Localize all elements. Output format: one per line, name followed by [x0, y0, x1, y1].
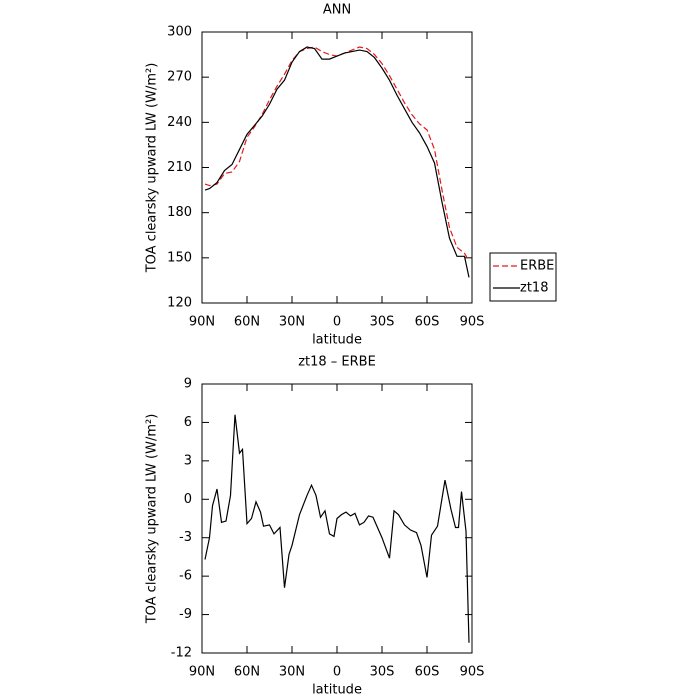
y-tick-label: -6 [179, 569, 192, 584]
y-tick-label: 210 [167, 160, 192, 175]
chart-title: ANN [323, 3, 351, 18]
line-series [204, 46, 470, 278]
y-tick-label: 6 [184, 415, 192, 430]
x-tick-label: 90S [460, 665, 485, 680]
x-tick-label: 60N [234, 315, 260, 330]
legend-label: ERBE [520, 259, 554, 274]
y-axis-label: TOA clearsky upward LW (W/m²) [145, 63, 160, 274]
y-tick-label: -9 [179, 607, 192, 622]
x-axis-label: latitude [312, 683, 362, 698]
y-axis-label: TOA clearsky upward LW (W/m²) [145, 414, 160, 625]
x-tick-label: 30N [279, 665, 305, 680]
line-series [204, 46, 470, 262]
legend-box [489, 252, 557, 302]
y-tick-label: 120 [167, 296, 192, 311]
x-tick-label: 0 [333, 315, 341, 330]
y-tick-label: 3 [184, 453, 192, 468]
legend-label: zt18 [520, 281, 548, 296]
y-tick-label: -12 [171, 646, 192, 661]
y-tick-label: 270 [167, 70, 192, 85]
x-tick-label: 60N [234, 665, 260, 680]
x-tick-label: 90S [460, 315, 485, 330]
y-tick-label: 240 [167, 115, 192, 130]
x-tick-label: 0 [333, 665, 341, 680]
y-tick-label: 300 [167, 25, 192, 40]
x-tick-label: 90N [189, 665, 215, 680]
plot-frame [201, 31, 473, 304]
chart-title: zt18 – ERBE [298, 355, 376, 370]
line-series [204, 414, 470, 643]
x-tick-label: 30S [370, 665, 395, 680]
y-tick-label: 150 [167, 250, 192, 265]
y-tick-label: 0 [184, 492, 192, 507]
x-tick-label: 60S [415, 315, 440, 330]
x-tick-label: 30S [370, 315, 395, 330]
x-tick-label: 30N [279, 315, 305, 330]
y-tick-label: -3 [179, 530, 192, 545]
x-tick-label: 60S [415, 665, 440, 680]
y-tick-label: 180 [167, 205, 192, 220]
y-tick-label: 9 [184, 377, 192, 392]
x-axis-label: latitude [312, 333, 362, 348]
x-tick-label: 90N [189, 315, 215, 330]
